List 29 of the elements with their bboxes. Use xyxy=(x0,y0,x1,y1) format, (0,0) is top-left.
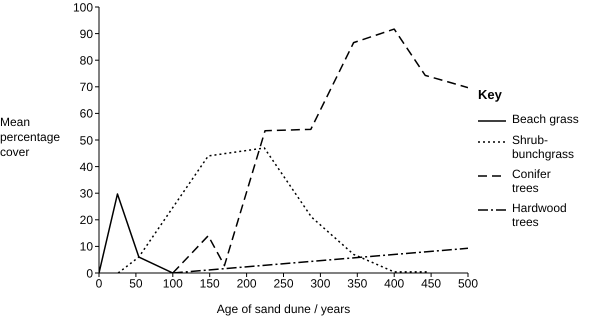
x-tick-label: 450 xyxy=(421,276,442,291)
x-tick-label: 150 xyxy=(200,276,220,291)
x-tick-label: 300 xyxy=(310,276,331,291)
y-tick-label: 0 xyxy=(86,266,94,280)
y-tick-label: 70 xyxy=(80,80,94,94)
legend-label: Conifer trees xyxy=(512,166,552,194)
x-tick-label: 0 xyxy=(96,276,103,291)
legend-label: Hardwood trees xyxy=(512,200,568,228)
y-tick-label: 40 xyxy=(80,160,94,174)
y-tick-label: 30 xyxy=(80,186,94,200)
x-axis-title: Age of sand dune / years xyxy=(216,302,350,316)
x-tick-label: 50 xyxy=(129,276,143,291)
x-tick-label: 250 xyxy=(273,276,294,291)
x-tick-label: 100 xyxy=(162,276,184,291)
legend-title: Key xyxy=(478,86,503,102)
y-tick-label: 20 xyxy=(80,213,94,228)
y-tick-label: 10 xyxy=(80,240,94,254)
y-tick-label: 100 xyxy=(72,0,94,14)
y-axis-title: Mean percentage cover xyxy=(0,115,62,160)
y-tick-label: 60 xyxy=(80,106,94,121)
x-tick-label: 350 xyxy=(347,276,368,291)
legend-label: Shrub-bunchgrass xyxy=(512,132,576,160)
legend-label: Beach grass xyxy=(512,112,580,126)
y-tick-label: 80 xyxy=(80,53,94,68)
y-tick-label: 90 xyxy=(80,26,94,41)
x-tick-label: 500 xyxy=(458,276,478,291)
x-tick-label: 200 xyxy=(236,276,257,291)
y-tick-label: 50 xyxy=(80,133,94,148)
x-tick-label: 400 xyxy=(384,276,405,291)
